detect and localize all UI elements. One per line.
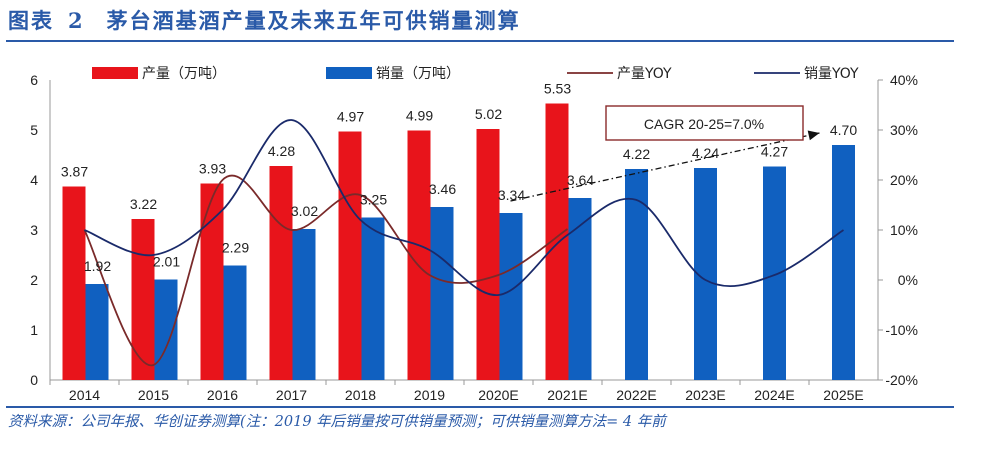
production-value-label: 3.93 — [199, 161, 226, 177]
legend-label-production: 产量（万吨） — [142, 66, 226, 82]
x-axis-tick-label: 2015 — [138, 387, 169, 403]
right-axis-tick-label: 40% — [890, 72, 918, 88]
sales-value-label: 4.22 — [623, 146, 650, 162]
production-value-label: 4.28 — [268, 143, 295, 159]
x-axis-tick-label: 2020E — [478, 387, 518, 403]
sales-bar — [361, 217, 385, 380]
sales-bar — [625, 169, 648, 380]
left-axis-tick-label: 0 — [30, 372, 38, 388]
cagr-arrow-line — [510, 132, 820, 202]
x-axis-tick-label: 2014 — [69, 387, 100, 403]
production-bar — [407, 130, 431, 380]
cagr-arrow-head — [807, 130, 820, 141]
chart-title: 茅台酒基酒产量及未来五年可供销量测算 — [106, 8, 521, 33]
sales-value-label: 2.01 — [153, 254, 180, 270]
sales-value-label: 3.25 — [360, 192, 387, 208]
right-axis-tick-label: 10% — [890, 222, 918, 238]
sales-value-label: 3.02 — [291, 203, 318, 219]
production-bar — [476, 129, 500, 380]
legend-label-sales-yoy: 销量YOY — [804, 66, 859, 82]
sales-bar — [568, 198, 592, 380]
right-axis-tick-label: 30% — [890, 122, 918, 138]
x-axis-tick-label: 2023E — [685, 387, 725, 403]
source-divider — [6, 406, 954, 408]
legend-label-production-yoy: 产量YOY — [617, 66, 672, 82]
left-axis-tick-label: 5 — [30, 122, 38, 138]
figure-number: 2 — [68, 8, 85, 33]
x-axis-tick-label: 2019 — [414, 387, 445, 403]
title-divider — [6, 40, 954, 42]
production-value-label: 3.87 — [61, 164, 88, 180]
sales-value-label: 1.92 — [84, 258, 111, 274]
chart: 0 1 2 3 4 5 6 -20% -10% 0% 10% 20% 30% 40% 2014 2015 201… — [30, 66, 918, 403]
sales-value-label: 2.29 — [222, 240, 249, 256]
production-value-label: 3.22 — [130, 196, 157, 212]
cagr-label: CAGR 20-25=7.0% — [644, 116, 764, 132]
production-yoy-line — [83, 174, 568, 366]
production-bar — [200, 183, 224, 380]
figure-title: 图表 2 茅台酒基酒产量及未来五年可供销量测算 — [8, 4, 521, 38]
sales-value-label: 4.27 — [761, 144, 788, 160]
sales-value-label: 4.24 — [692, 145, 719, 161]
sales-bar — [223, 265, 247, 380]
x-axis-tick-label: 2022E — [616, 387, 656, 403]
x-axis-tick-label: 2025E — [823, 387, 863, 403]
right-axis-tick-label: 20% — [890, 172, 918, 188]
left-axis-tick-label: 2 — [30, 272, 38, 288]
production-bar — [338, 131, 362, 380]
x-axis-tick-label: 2017 — [276, 387, 307, 403]
production-bar — [62, 186, 86, 380]
production-value-label: 4.97 — [337, 109, 364, 125]
sales-value-label: 4.70 — [830, 122, 857, 138]
x-axis-tick-label: 2024E — [754, 387, 794, 403]
sales-value-label: 3.64 — [567, 172, 594, 188]
production-value-label: 4.99 — [406, 108, 433, 124]
sales-bar — [85, 284, 109, 380]
sales-bar — [292, 229, 316, 380]
left-axis-tick-label: 1 — [30, 322, 38, 338]
sales-bar — [499, 213, 523, 380]
figure-label: 图表 — [8, 8, 54, 33]
left-axis-tick-label: 4 — [30, 172, 38, 188]
x-axis-tick-label: 2016 — [207, 387, 238, 403]
x-axis-tick-label: 2021E — [547, 387, 587, 403]
left-axis-tick-label: 6 — [30, 72, 38, 88]
production-value-label: 5.53 — [544, 81, 571, 97]
source-note: 资料来源：公司年报、华创证券测算(注：2019 年后销量按可供销量预测；可供销量… — [8, 414, 666, 430]
sales-bar — [430, 207, 454, 380]
right-axis-tick-label: -10% — [885, 322, 918, 338]
production-bar — [131, 219, 155, 380]
legend-swatch-sales — [326, 67, 372, 79]
right-axis-tick-label: 0% — [898, 272, 918, 288]
sales-value-label: 3.46 — [429, 181, 456, 197]
sales-yoy-line — [84, 119, 844, 296]
sales-bar — [154, 279, 178, 380]
legend-swatch-production — [92, 67, 138, 79]
production-bar — [545, 103, 569, 380]
production-bar — [269, 166, 293, 380]
x-axis-tick-label: 2018 — [345, 387, 376, 403]
cagr-box — [605, 105, 804, 141]
sales-bar — [832, 145, 855, 380]
sales-bar — [763, 166, 786, 380]
sales-value-label: 3.34 — [498, 187, 525, 203]
production-value-label: 5.02 — [475, 106, 502, 122]
left-axis-tick-label: 3 — [30, 222, 38, 238]
legend-label-sales: 销量（万吨） — [376, 66, 460, 82]
right-axis-tick-label: -20% — [885, 372, 918, 388]
sales-bar — [694, 168, 717, 380]
